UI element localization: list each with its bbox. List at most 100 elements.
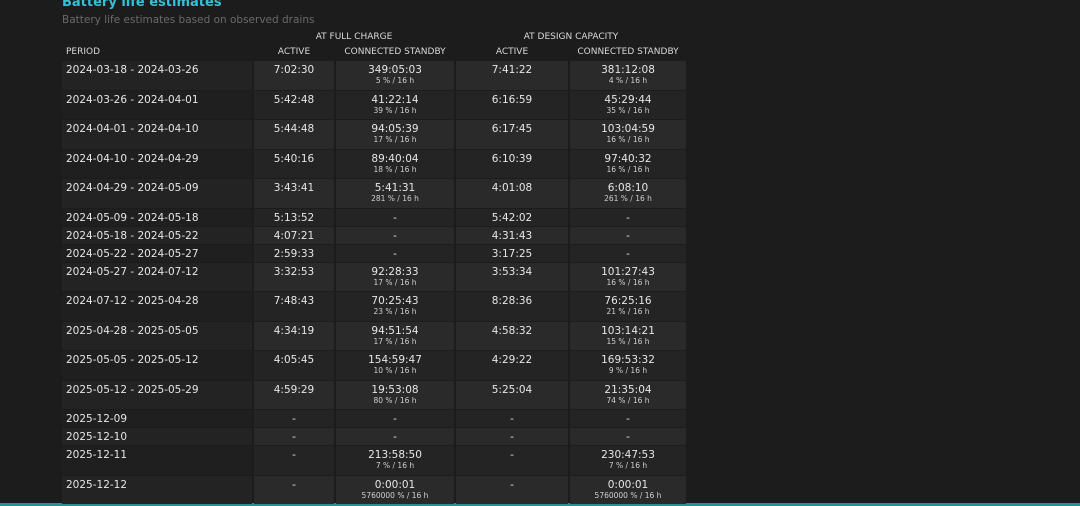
table-cell: 2025-04-28 - 2025-05-05 — [62, 321, 252, 350]
cell-value: 5:25:04 — [491, 383, 533, 396]
table-cell: 8:28:36 — [456, 292, 568, 321]
table-cell: 154:59:47 10 % / 16 h — [336, 351, 454, 380]
cell-value: 349:05:03 — [368, 64, 422, 76]
table-cell: 2025-12-09 — [62, 410, 252, 427]
table-cell: 5:44:48 — [254, 120, 334, 149]
drain-rate: 74 % / 16 h — [606, 395, 650, 405]
table-cell: 2024-05-22 - 2024-05-27 — [62, 244, 252, 262]
table-cell: - — [456, 428, 568, 445]
table-cell: 3:17:25 — [456, 244, 568, 262]
table-cell: 2024-05-18 - 2024-05-22 — [62, 226, 252, 244]
table-cell: 19:53:08 80 % / 16 h — [336, 380, 454, 409]
table-cell: 94:51:54 17 % / 16 h — [336, 321, 454, 350]
table-cell: 5:13:52 — [254, 208, 334, 226]
cell-value: 76:25:16 — [604, 295, 652, 307]
cell-value: 3:43:41 — [273, 182, 315, 194]
column-header: PERIOD — [66, 47, 101, 57]
table-cell: 5:42:48 — [254, 90, 334, 119]
title: Battery life estimates — [62, 0, 222, 10]
table-cell: 0:00:01 5760000 % / 16 h — [336, 475, 454, 504]
cell-value: 2024-04-10 - 2024-04-29 — [66, 152, 199, 165]
cell-value: 0:00:01 — [374, 478, 416, 491]
cell-value: - — [626, 431, 630, 443]
table-cell: - — [456, 446, 568, 475]
cell-value: 7:41:22 — [491, 64, 533, 76]
column-header: ACTIVE — [277, 47, 311, 57]
table-cell: 169:53:32 9 % / 16 h — [570, 351, 686, 380]
cell-value: 3:32:53 — [273, 265, 315, 278]
drain-rate: 7 % / 16 h — [375, 461, 415, 470]
drain-rate: 35 % / 16 h — [606, 105, 650, 115]
cell-value: - — [510, 449, 514, 461]
table-cell: 2024-04-10 - 2024-04-29 — [62, 149, 252, 178]
cell-value: 5:44:48 — [273, 123, 315, 135]
cell-value: - — [626, 211, 630, 224]
table-cell: 2024-05-09 - 2024-05-18 — [62, 208, 252, 226]
table-cell: 6:17:45 — [456, 120, 568, 149]
cell-value: 2024-04-29 - 2024-05-09 — [66, 182, 199, 194]
drain-rate: 17 % / 16 h — [373, 336, 417, 346]
table-cell: 21:35:04 74 % / 16 h — [570, 380, 686, 409]
cell-value: - — [626, 413, 630, 425]
table-cell: - — [336, 208, 454, 226]
drain-rate: 17 % / 16 h — [373, 135, 417, 144]
table-cell: - — [254, 446, 334, 475]
drain-rate: 16 % / 16 h — [606, 164, 650, 174]
table-cell: 7:41:22 — [456, 61, 568, 90]
table-cell: - — [570, 244, 686, 262]
cell-value: - — [510, 413, 514, 425]
cell-value: - — [292, 413, 296, 425]
drain-rate: 5760000 % / 16 h — [594, 490, 662, 500]
table-cell: - — [336, 244, 454, 262]
cell-value: 4:01:08 — [491, 182, 533, 194]
cell-value: 230:47:53 — [601, 449, 655, 461]
cell-value: 0:00:01 — [607, 478, 649, 491]
cell-value: 2025-12-10 — [66, 431, 128, 443]
window-edge — [0, 503, 1080, 506]
table-cell: 4:59:29 — [254, 380, 334, 409]
table-cell: 2024-05-27 - 2024-07-12 — [62, 262, 252, 291]
cell-value: - — [626, 229, 630, 242]
drain-rate: 5760000 % / 16 h — [361, 490, 429, 500]
table-cell: 4:07:21 — [254, 226, 334, 244]
table-cell: 2024-04-01 - 2024-04-10 — [62, 120, 252, 149]
drain-rate: 21 % / 16 h — [606, 307, 650, 316]
drain-rate: 16 % / 16 h — [606, 277, 650, 287]
drain-rate: 281 % / 16 h — [371, 194, 419, 203]
cell-value: 6:10:39 — [491, 152, 533, 165]
cell-value: 2024-04-01 - 2024-04-10 — [66, 123, 199, 135]
cell-value: - — [292, 478, 296, 491]
cell-value: 2:59:33 — [273, 247, 315, 260]
cell-value: 2025-12-11 — [66, 449, 128, 461]
table-cell: 2:59:33 — [254, 244, 334, 262]
cell-value: 5:13:52 — [273, 211, 315, 224]
table-cell: - — [570, 208, 686, 226]
cell-value: 94:05:39 — [371, 123, 419, 135]
cell-value: - — [510, 431, 514, 443]
table-cell: 4:31:43 — [456, 226, 568, 244]
column-header: CONNECTED STANDBY — [344, 47, 446, 57]
table-cell: 76:25:16 21 % / 16 h — [570, 292, 686, 321]
cell-value: 2024-05-22 - 2024-05-27 — [66, 247, 199, 260]
cell-value: 2025-12-09 — [66, 413, 128, 425]
table-cell: 103:14:21 15 % / 16 h — [570, 321, 686, 350]
table-cell: 41:22:14 39 % / 16 h — [336, 90, 454, 119]
cell-value: 103:04:59 — [601, 123, 655, 135]
table-cell: 0:00:01 5760000 % / 16 h — [570, 475, 686, 504]
cell-value: 154:59:47 — [368, 354, 422, 366]
drain-rate: 10 % / 16 h — [373, 366, 417, 375]
cell-value: 2024-05-18 - 2024-05-22 — [66, 229, 199, 242]
cell-value: 2025-04-28 - 2025-05-05 — [66, 324, 199, 337]
cell-value: - — [510, 478, 514, 491]
table-cell: 89:40:04 18 % / 16 h — [336, 149, 454, 178]
table-cell: 230:47:53 7 % / 16 h — [570, 446, 686, 475]
cell-value: - — [393, 229, 397, 242]
cell-value: 103:14:21 — [601, 324, 655, 337]
table-cell: 2024-04-29 - 2024-05-09 — [62, 179, 252, 208]
table-cell: - — [254, 428, 334, 445]
drain-rate: 4 % / 16 h — [608, 76, 648, 85]
table-cell: 4:58:32 — [456, 321, 568, 350]
cell-value: - — [393, 211, 397, 224]
cell-value: 2024-05-27 - 2024-07-12 — [66, 265, 199, 278]
table-cell: 3:43:41 — [254, 179, 334, 208]
